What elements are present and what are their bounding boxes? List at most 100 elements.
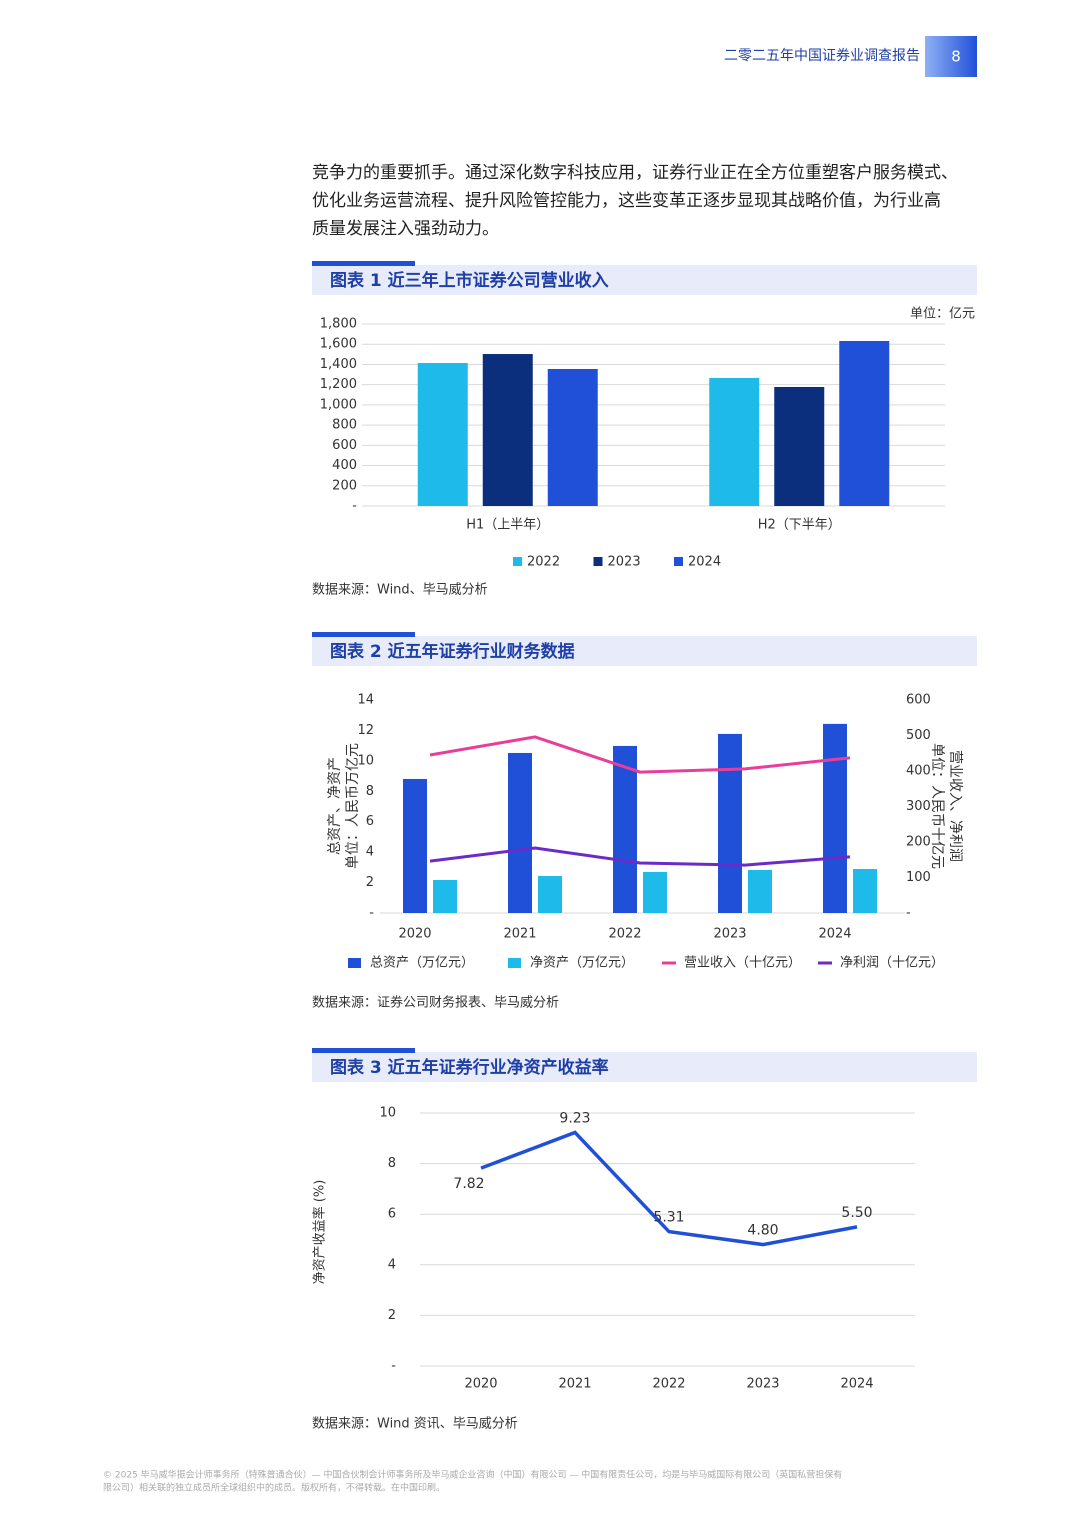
tick-label: 6 bbox=[366, 814, 374, 829]
data-label: 5.31 bbox=[653, 1210, 684, 1226]
figure-header: 图表 2 近五年证券行业财务数据 bbox=[312, 632, 977, 666]
bar bbox=[403, 778, 427, 913]
legend-label: 净利润（十亿元） bbox=[840, 956, 944, 971]
bar bbox=[709, 377, 760, 506]
bar bbox=[718, 733, 742, 913]
x-tick-label: 2024 bbox=[818, 927, 851, 942]
figure-title: 图表 2 近五年证券行业财务数据 bbox=[330, 641, 575, 662]
axis-title: 单位：人民币万亿元 bbox=[345, 743, 361, 869]
tick-label: 12 bbox=[357, 723, 374, 738]
legend-label: 总资产（万亿元） bbox=[370, 956, 474, 971]
bar bbox=[839, 340, 890, 506]
footer-line: © 2025 毕马威华振会计师事务所（特殊普通合伙）— 中国合伙制会计师事务所及… bbox=[103, 1469, 842, 1481]
page-number: 8 bbox=[951, 48, 961, 66]
footer-line: 限公司）相关联的独立成员所全球组织中的成员。版权所有，不得转载。在中国印刷。 bbox=[103, 1482, 445, 1494]
legend-swatch bbox=[513, 557, 522, 566]
figure-title: 图表 1 近三年上市证券公司营业收入 bbox=[330, 270, 609, 291]
source: 数据来源：证券公司财务报表、毕马威分析 bbox=[312, 995, 559, 1011]
tick-label: 600 bbox=[906, 693, 931, 708]
data-label: 4.80 bbox=[747, 1223, 778, 1239]
x-tick-label: 2020 bbox=[464, 1377, 497, 1392]
legend-label: 营业收入（十亿元） bbox=[684, 956, 801, 971]
x-tick-label: 2021 bbox=[558, 1377, 591, 1392]
tick-label: 10 bbox=[357, 753, 374, 768]
legend-swatch bbox=[508, 958, 521, 968]
legend-label: 2024 bbox=[688, 555, 721, 570]
figure-header: 图表 3 近五年证券行业净资产收益率 bbox=[312, 1048, 977, 1082]
tick-label: 8 bbox=[388, 1156, 396, 1171]
bar bbox=[774, 386, 825, 506]
tick-label: - bbox=[352, 499, 357, 514]
tick-label: 800 bbox=[332, 418, 357, 433]
tick-label: 1,600 bbox=[320, 337, 357, 352]
tick-label: 1,200 bbox=[320, 377, 357, 392]
tick-label: - bbox=[369, 906, 374, 921]
tick-label: 4 bbox=[388, 1257, 396, 1272]
x-tick-label: H2（下半年） bbox=[758, 518, 841, 533]
legend-swatch bbox=[674, 557, 683, 566]
legend-label: 2023 bbox=[608, 555, 641, 570]
body-line: 竞争力的重要抓手。通过深化数字科技应用，证券行业正在全方位重塑客户服务模式、 bbox=[312, 163, 958, 183]
tick-label: 1,400 bbox=[320, 357, 357, 372]
bar bbox=[547, 368, 598, 506]
tick-label: 200 bbox=[332, 478, 357, 493]
line bbox=[429, 846, 851, 867]
bar bbox=[748, 869, 772, 913]
tick-label: 10 bbox=[379, 1106, 396, 1121]
line bbox=[480, 1130, 858, 1247]
x-tick-label: 2023 bbox=[713, 927, 746, 942]
bar bbox=[823, 723, 847, 913]
axis-title: 营业收入、净利润 bbox=[947, 750, 963, 862]
tick-label: 300 bbox=[906, 799, 931, 814]
tick-label: 400 bbox=[332, 458, 357, 473]
bar bbox=[643, 871, 667, 913]
tick-label: 2 bbox=[366, 875, 374, 890]
x-tick-label: 2021 bbox=[503, 927, 536, 942]
page-badge bbox=[925, 36, 977, 77]
tick-label: 200 bbox=[906, 835, 931, 850]
bar bbox=[417, 363, 468, 506]
data-label: 9.23 bbox=[559, 1110, 590, 1126]
legend-label: 净资产（万亿元） bbox=[530, 956, 634, 971]
figure-header: 图表 1 近三年上市证券公司营业收入 bbox=[312, 261, 977, 295]
x-tick-label: 2022 bbox=[652, 1377, 685, 1392]
tick-label: 1,800 bbox=[320, 317, 357, 332]
legend-swatch bbox=[348, 958, 361, 968]
axis-title: 单位：人民币十亿元 bbox=[929, 743, 945, 869]
tick-label: 2 bbox=[388, 1308, 396, 1323]
tick-label: - bbox=[391, 1359, 396, 1374]
tick-label: 100 bbox=[906, 870, 931, 885]
body-line: 质量发展注入强劲动力。 bbox=[312, 219, 499, 239]
x-tick-label: 2024 bbox=[840, 1377, 873, 1392]
axis-title: 总资产、净资产 bbox=[327, 757, 343, 855]
tick-label: - bbox=[906, 906, 911, 921]
x-tick-label: 2022 bbox=[608, 927, 641, 942]
data-label: 5.50 bbox=[841, 1205, 872, 1221]
bar bbox=[613, 745, 637, 913]
bar bbox=[853, 869, 877, 913]
tick-label: 4 bbox=[366, 845, 374, 860]
body-line: 优化业务运营流程、提升风险管控能力，这些变革正逐步显现其战略价值，为行业高 bbox=[312, 191, 941, 211]
tick-label: 400 bbox=[906, 764, 931, 779]
line bbox=[429, 735, 851, 774]
header-title: 二零二五年中国证券业调查报告 bbox=[724, 48, 920, 64]
source: 数据来源：Wind、毕马威分析 bbox=[312, 583, 488, 598]
data-label: 7.82 bbox=[453, 1176, 484, 1192]
bar bbox=[508, 752, 532, 913]
tick-label: 8 bbox=[366, 784, 374, 799]
unit: 单位：亿元 bbox=[910, 307, 975, 322]
tick-label: 14 bbox=[357, 693, 374, 708]
x-tick-label: 2023 bbox=[746, 1377, 779, 1392]
tick-label: 1,000 bbox=[320, 397, 357, 412]
axis-title: 净资产收益率 (%) bbox=[312, 1180, 328, 1285]
tick-label: 6 bbox=[388, 1207, 396, 1222]
tick-label: 500 bbox=[906, 728, 931, 743]
bar bbox=[538, 876, 562, 913]
legend-swatch bbox=[593, 557, 603, 566]
bar bbox=[433, 879, 457, 913]
figure-title: 图表 3 近五年证券行业净资产收益率 bbox=[330, 1057, 609, 1078]
source: 数据来源：Wind 资讯、毕马威分析 bbox=[312, 1417, 518, 1432]
tick-label: 600 bbox=[332, 438, 357, 453]
